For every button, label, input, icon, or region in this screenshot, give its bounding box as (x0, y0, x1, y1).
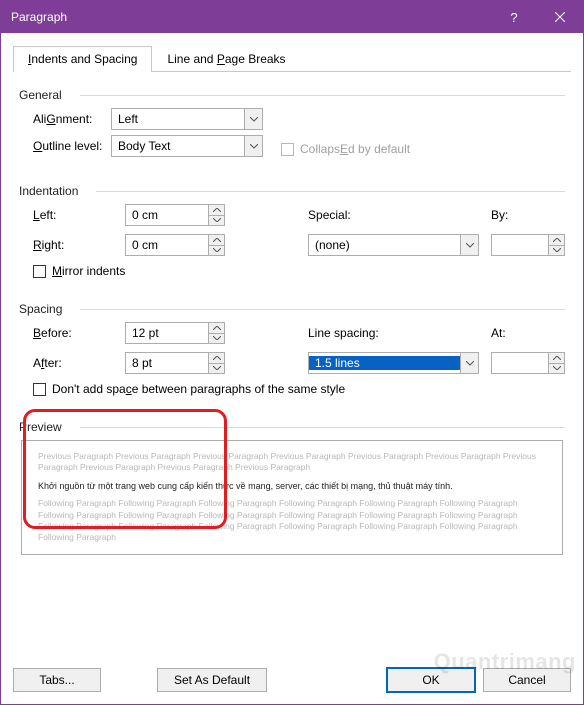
special-label: Special: (308, 208, 408, 222)
left-spinner[interactable]: 0 cm (125, 204, 225, 226)
ok-button[interactable]: OK (387, 668, 475, 692)
client-area: Indents and Spacing Line and Page Breaks… (1, 33, 583, 658)
titlebar: Paragraph ? (1, 1, 583, 33)
group-general: General (19, 88, 565, 102)
right-label: Right: (19, 238, 125, 252)
spin-up-icon[interactable] (549, 353, 564, 364)
before-spinner[interactable]: 12 pt (125, 322, 225, 344)
paragraph-dialog: Paragraph ? Indents and Spacing Line and… (0, 0, 584, 705)
tab-indents-spacing[interactable]: Indents and Spacing (13, 46, 152, 72)
at-spinner[interactable] (491, 352, 565, 374)
at-label: At: (491, 326, 565, 340)
spin-up-icon[interactable] (209, 235, 224, 246)
help-button[interactable]: ? (491, 1, 537, 33)
preview-sample: Khởi nguồn từ một trang web cung cấp kiế… (38, 480, 546, 492)
checkbox-icon (33, 383, 46, 396)
preview-box: Previous Paragraph Previous Paragraph Pr… (21, 440, 563, 555)
set-default-button[interactable]: Set As Default (157, 668, 267, 692)
dontaddspace-checkbox[interactable]: Don't add space between paragraphs of th… (19, 382, 565, 396)
group-indentation: Indentation (19, 184, 565, 198)
chevron-down-icon (244, 109, 262, 129)
after-spinner[interactable]: 8 pt (125, 352, 225, 374)
tabs-button[interactable]: Tabs... (13, 668, 101, 692)
linespacing-combo[interactable]: 1.5 lines (308, 352, 479, 374)
spin-up-icon[interactable] (209, 323, 224, 334)
outline-combo[interactable]: Body Text (111, 135, 263, 157)
group-preview: Preview (19, 420, 565, 434)
left-label: Left: (19, 208, 125, 222)
special-combo[interactable]: (none) (308, 234, 479, 256)
spin-down-icon[interactable] (549, 364, 564, 374)
tabstrip: Indents and Spacing Line and Page Breaks (13, 45, 571, 72)
spin-down-icon[interactable] (209, 246, 224, 256)
checkbox-icon (281, 143, 294, 156)
by-label: By: (491, 208, 565, 222)
preview-previous: Previous Paragraph Previous Paragraph Pr… (38, 451, 546, 474)
spin-up-icon[interactable] (209, 353, 224, 364)
mirror-checkbox[interactable]: Mirror indents (19, 264, 565, 278)
outline-label: Outline level: (19, 139, 111, 153)
spin-down-icon[interactable] (209, 216, 224, 226)
chevron-down-icon (460, 235, 478, 255)
tabpage-indents-spacing: General AliGnment: Left Outline level: B… (13, 72, 571, 658)
window-title: Paragraph (11, 10, 67, 24)
before-label: Before: (19, 326, 125, 340)
tab-line-page-breaks[interactable]: Line and Page Breaks (152, 46, 300, 72)
group-spacing: Spacing (19, 302, 565, 316)
after-label: After: (19, 356, 125, 370)
spin-up-icon[interactable] (209, 205, 224, 216)
close-button[interactable] (537, 1, 583, 33)
chevron-down-icon (244, 136, 262, 156)
collapsed-checkbox: CollapsEd by default (281, 142, 410, 156)
spin-up-icon[interactable] (549, 235, 564, 246)
spin-down-icon[interactable] (209, 334, 224, 344)
alignment-label: AliGnment: (19, 112, 111, 126)
button-row: Tabs... Set As Default OK Cancel (1, 658, 583, 704)
linespacing-label: Line spacing: (308, 326, 408, 340)
by-spinner[interactable] (491, 234, 565, 256)
spin-down-icon[interactable] (209, 364, 224, 374)
right-spinner[interactable]: 0 cm (125, 234, 225, 256)
checkbox-icon (33, 265, 46, 278)
chevron-down-icon (460, 353, 478, 373)
alignment-combo[interactable]: Left (111, 108, 263, 130)
preview-following: Following Paragraph Following Paragraph … (38, 498, 546, 544)
cancel-button[interactable]: Cancel (483, 668, 571, 692)
spin-down-icon[interactable] (549, 246, 564, 256)
